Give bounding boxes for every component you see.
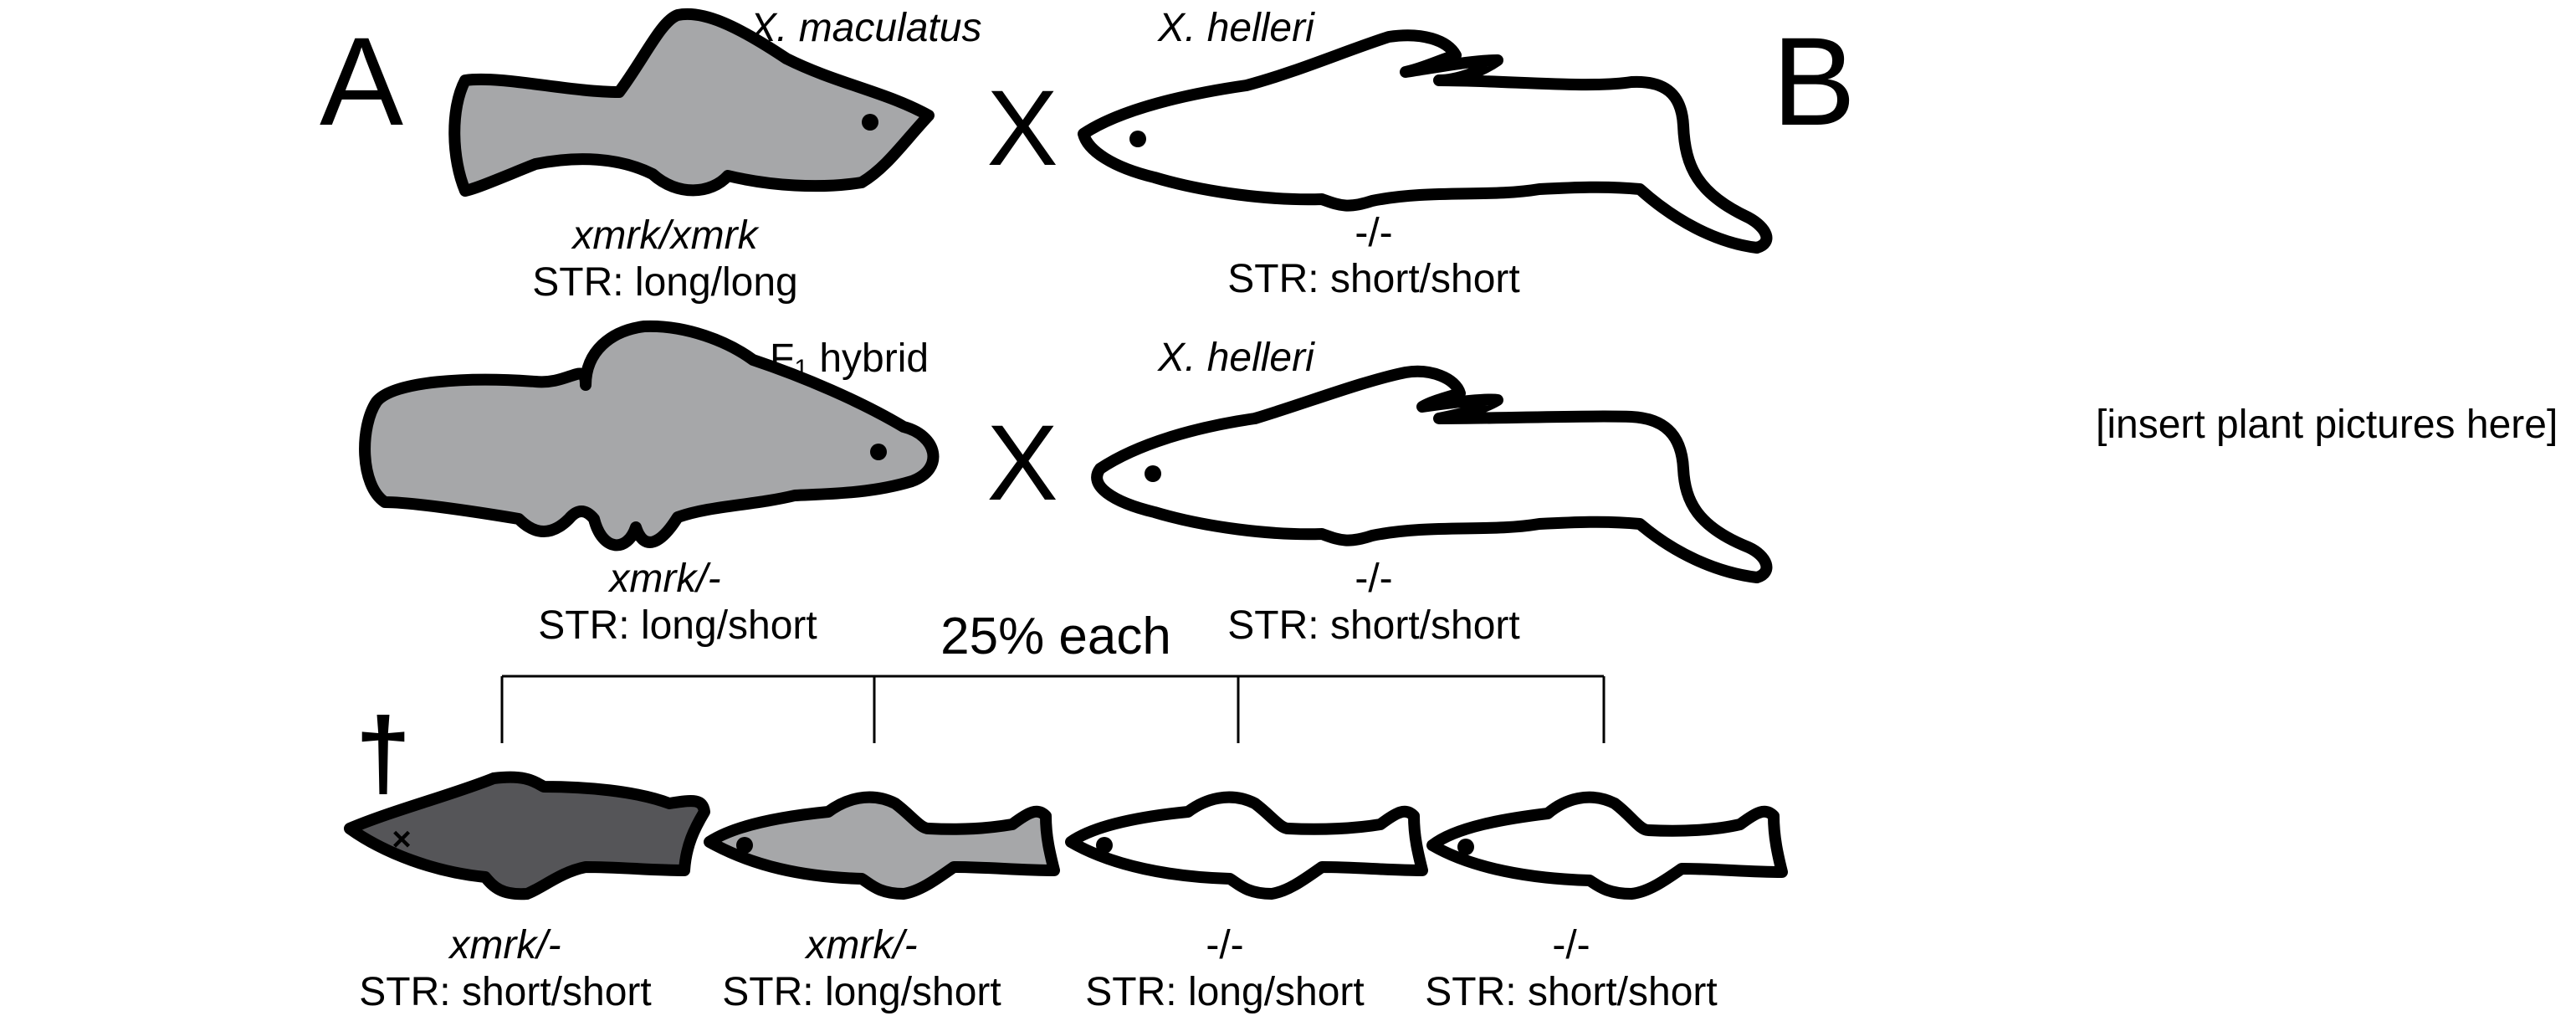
offspring-bracket [500, 675, 1606, 743]
fish-body [1091, 365, 1773, 583]
panel-b-placeholder-text: [insert plant pictures here] [2096, 403, 2558, 447]
dead-x-mark: × [392, 821, 411, 858]
str-label-maculatus: STR: long/long [532, 260, 798, 305]
fish-eye [862, 114, 878, 131]
offspring-1-str: STR: short/short [359, 970, 652, 1014]
fish-eye [736, 837, 753, 854]
str-label-helleri-row2: STR: short/short [1227, 603, 1520, 648]
offspring-fish-4 [1426, 791, 1788, 900]
species-label-f1-hybrid: F1 hybrid [770, 336, 930, 382]
fish-eye [1457, 839, 1474, 855]
offspring-4-str: STR: short/short [1425, 970, 1718, 1014]
panel-label-b: B [1772, 11, 1856, 151]
fish-body [359, 320, 940, 552]
fish-helleri-row2 [1091, 365, 1773, 583]
offspring-3-genotype: -/- [1206, 923, 1244, 967]
offspring-2-str: STR: long/short [722, 970, 1001, 1014]
fish-body [1426, 791, 1788, 900]
species-label-helleri-row2: X. helleri [1158, 336, 1314, 380]
fish-eye [1129, 131, 1146, 147]
fish-f1-hybrid [359, 320, 940, 552]
offspring-ratio-label: 25% each [940, 608, 1171, 665]
fish-body [1078, 29, 1773, 254]
fish-body [1065, 791, 1428, 900]
genotype-label-helleri-row1: -/- [1355, 211, 1393, 255]
genotype-label-f1-hybrid: xmrk/- [609, 557, 721, 601]
offspring-fish-1: × [344, 771, 710, 901]
f1-subscript: 1 [794, 355, 809, 382]
fish-body [704, 791, 1060, 900]
dead-offspring-dagger: † [355, 697, 412, 809]
fish-helleri-row1 [1078, 29, 1773, 254]
offspring-fish-3 [1065, 791, 1428, 900]
offspring-4-genotype: -/- [1552, 923, 1590, 967]
str-label-f1-hybrid: STR: long/short [538, 603, 817, 648]
fish-eye [1096, 837, 1113, 854]
fish-body [448, 8, 935, 197]
offspring-1-genotype: xmrk/- [449, 923, 561, 967]
fish-eye [1145, 465, 1161, 482]
offspring-2-genotype: xmrk/- [806, 923, 918, 967]
cross-symbol-row1: X [986, 69, 1058, 188]
species-label-maculatus: X. maculatus [750, 6, 982, 50]
genotype-label-helleri-row2: -/- [1355, 557, 1393, 601]
cross-symbol-row2: X [986, 403, 1058, 523]
str-label-helleri-row1: STR: short/short [1227, 257, 1520, 301]
species-label-helleri-row1: X. helleri [1158, 6, 1314, 50]
genotype-label-maculatus: xmrk/xmrk [572, 213, 758, 258]
fish-eye [870, 444, 887, 460]
panel-label-a: A [320, 11, 404, 151]
offspring-3-str: STR: long/short [1085, 970, 1365, 1014]
f1-rest: hybrid [808, 336, 930, 381]
fish-body [344, 771, 710, 901]
offspring-fish-2 [704, 791, 1060, 900]
f1-letter: F [770, 336, 795, 381]
fish-maculatus [448, 8, 935, 197]
